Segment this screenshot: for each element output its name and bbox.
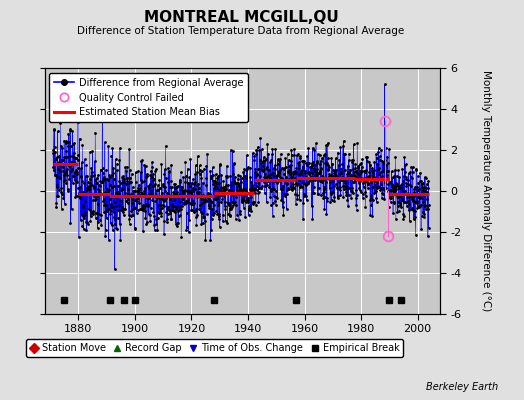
Legend: Station Move, Record Gap, Time of Obs. Change, Empirical Break: Station Move, Record Gap, Time of Obs. C… [26,339,403,357]
Y-axis label: Monthly Temperature Anomaly Difference (°C): Monthly Temperature Anomaly Difference (… [481,70,491,312]
Text: Difference of Station Temperature Data from Regional Average: Difference of Station Temperature Data f… [78,26,405,36]
Text: MONTREAL MCGILL,QU: MONTREAL MCGILL,QU [144,10,339,25]
Text: Berkeley Earth: Berkeley Earth [425,382,498,392]
